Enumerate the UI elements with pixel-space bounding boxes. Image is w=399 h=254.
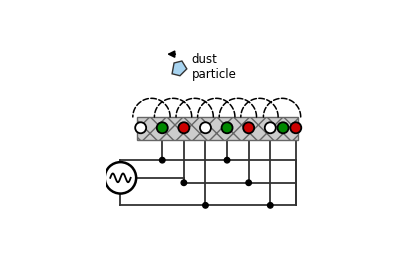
- Circle shape: [290, 123, 301, 134]
- Circle shape: [203, 203, 208, 208]
- Circle shape: [243, 123, 254, 134]
- Circle shape: [267, 203, 273, 208]
- Bar: [137, 118, 298, 140]
- Text: dust
particle: dust particle: [192, 53, 237, 81]
- Circle shape: [278, 123, 288, 134]
- Circle shape: [105, 163, 136, 194]
- Circle shape: [181, 180, 187, 186]
- Circle shape: [221, 123, 233, 134]
- Circle shape: [265, 123, 276, 134]
- Circle shape: [157, 123, 168, 134]
- Circle shape: [224, 158, 230, 163]
- Circle shape: [246, 180, 251, 186]
- Polygon shape: [172, 62, 187, 76]
- Circle shape: [160, 158, 165, 163]
- Circle shape: [178, 123, 190, 134]
- Circle shape: [200, 123, 211, 134]
- Bar: [137, 118, 298, 140]
- Circle shape: [135, 123, 146, 134]
